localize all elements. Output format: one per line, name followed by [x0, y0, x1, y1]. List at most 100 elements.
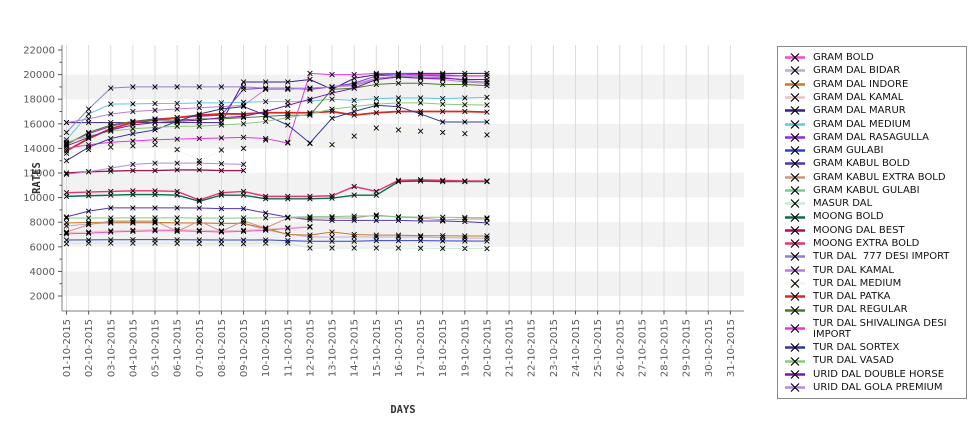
legend-line-marker-icon [785, 343, 805, 353]
legend-item: GRAM KABUL GULABI [784, 185, 964, 196]
legend-line-marker-icon [785, 279, 805, 288]
y-axis-tick-label: 16000 [23, 119, 55, 130]
legend-line-marker-icon [785, 252, 805, 262]
legend-item: TUR DAL SORTEX [784, 342, 964, 353]
x-axis-tick-label: 29-10-2015 [682, 319, 693, 377]
x-axis-tick-label: 01-10-2015 [62, 319, 73, 377]
legend-item: GRAM KABUL BOLD [784, 158, 964, 169]
legend-item-label: TUR DAL 777 DESI IMPORT [813, 251, 950, 263]
legend-item: TUR DAL SHIVALINGA DESI IMPORT [784, 318, 964, 340]
legend-line-marker-icon [785, 369, 805, 379]
series-markers [63, 71, 490, 147]
legend-item-label: TUR DAL SHIVALINGA DESI IMPORT [813, 317, 950, 340]
legend-item: MOONG BOLD [784, 211, 964, 222]
x-axis-tick-label: 17-10-2015 [416, 319, 427, 377]
x-axis-tick-label: 11-10-2015 [283, 319, 294, 377]
background-band [62, 271, 744, 296]
legend-line-marker-icon [785, 225, 805, 235]
series-line [66, 221, 487, 237]
legend-line-marker-icon [785, 324, 805, 334]
series-markers [63, 205, 490, 226]
x-axis-tick-label: 30-10-2015 [704, 319, 715, 377]
series-markers [63, 74, 490, 149]
legend-item-label: TUR DAL REGULAR [813, 304, 908, 316]
x-axis-tick-label: 12-10-2015 [305, 319, 316, 377]
legend-item: GRAM DAL MEDIUM [784, 119, 964, 130]
legend-item-label: MOONG EXTRA BOLD [813, 238, 920, 250]
legend-line-marker-icon [785, 292, 805, 302]
series-line [66, 104, 487, 162]
series-markers [63, 219, 490, 239]
series-line [66, 239, 487, 242]
series-markers [63, 177, 490, 203]
legend-item-label: TUR DAL VASAD [813, 355, 894, 367]
legend-line-marker-icon [785, 79, 805, 89]
x-axis-tick-label: 05-10-2015 [151, 319, 162, 377]
legend-item: MASUR DAL [784, 198, 964, 209]
legend-line-marker-icon [785, 106, 805, 116]
series-line [66, 214, 487, 233]
series-line [66, 82, 487, 146]
y-axis-tick-label: 2000 [30, 292, 55, 303]
y-axis-tick-label: 12000 [23, 169, 55, 180]
legend-item-label: URID DAL DOUBLE HORSE [813, 368, 945, 380]
legend-line-marker-icon [785, 146, 805, 156]
series-line [66, 76, 487, 147]
series-markers [63, 160, 247, 177]
legend-item-label: GRAM BOLD [813, 52, 874, 64]
series-markers [63, 236, 490, 244]
series-markers [63, 100, 490, 145]
x-axis-tick-label: 15-10-2015 [372, 319, 383, 377]
series-markers [63, 102, 490, 164]
legend-line-marker-icon [785, 356, 805, 366]
series-line [66, 96, 487, 141]
legend-item: GRAM DAL RASAGULLA [784, 132, 964, 143]
legend-item-label: GRAM DAL MARUR [813, 105, 906, 117]
legend-item: TUR DAL MEDIUM [784, 278, 964, 289]
series-line [66, 102, 487, 143]
legend-item: TUR DAL VASAD [784, 355, 964, 366]
legend-item-label: GRAM KABUL EXTRA BOLD [813, 171, 946, 183]
x-axis-tick-label: 27-10-2015 [637, 319, 648, 377]
y-axis-tick-label: 14000 [23, 144, 55, 155]
legend-item-label: TUR DAL MEDIUM [813, 277, 902, 289]
x-axis-tick-label: 26-10-2015 [615, 319, 626, 377]
legend-line-marker-icon [785, 93, 805, 102]
legend-item-label: GRAM KABUL BOLD [813, 158, 910, 170]
x-axis-tick-label: 08-10-2015 [217, 319, 228, 377]
series-markers [63, 178, 490, 205]
x-axis-tick-label: 18-10-2015 [438, 319, 449, 377]
series-markers [63, 70, 490, 152]
legend-item: TUR DAL 777 DESI IMPORT [784, 251, 964, 262]
legend-item-label: TUR DAL PATKA [813, 291, 891, 303]
x-axis-tick-label: 16-10-2015 [394, 319, 405, 377]
x-axis-tick-label: 20-10-2015 [482, 319, 493, 377]
series-line [66, 72, 487, 149]
legend-item-label: GRAM KABUL GULABI [813, 184, 920, 196]
legend-item: TUR DAL PATKA [784, 291, 964, 302]
x-axis-tick-label: 28-10-2015 [660, 319, 671, 377]
legend-line-marker-icon [785, 159, 805, 169]
legend-item: TUR DAL KAMAL [784, 265, 964, 276]
y-axis-title: RATES [31, 162, 43, 194]
x-axis-tick-label: 04-10-2015 [128, 319, 139, 377]
y-axis-tick-label: 18000 [23, 95, 55, 106]
legend-line-marker-icon [785, 265, 805, 275]
series-line [66, 110, 487, 152]
x-axis-tick-label: 03-10-2015 [106, 319, 117, 377]
x-axis-tick-label: 07-10-2015 [195, 319, 206, 377]
legend-item-label: GRAM DAL BIDAR [813, 65, 901, 77]
series-line [66, 75, 487, 133]
legend-item: URID DAL DOUBLE HORSE [784, 369, 964, 380]
legend-item: GRAM BOLD [784, 52, 964, 63]
legend-item-label: URID DAL GOLA PREMIUM [813, 382, 943, 394]
legend-line-marker-icon [785, 212, 805, 222]
legend-item-label: TUR DAL KAMAL [813, 264, 894, 276]
legend-item-label: GRAM DAL RASAGULLA [813, 131, 929, 143]
series-markers [63, 213, 490, 221]
legend-item: GRAM GULABI [784, 145, 964, 156]
x-axis-tick-label: 13-10-2015 [328, 319, 339, 377]
y-axis-tick-label: 6000 [30, 242, 55, 253]
x-axis-tick-label: 02-10-2015 [84, 319, 95, 377]
